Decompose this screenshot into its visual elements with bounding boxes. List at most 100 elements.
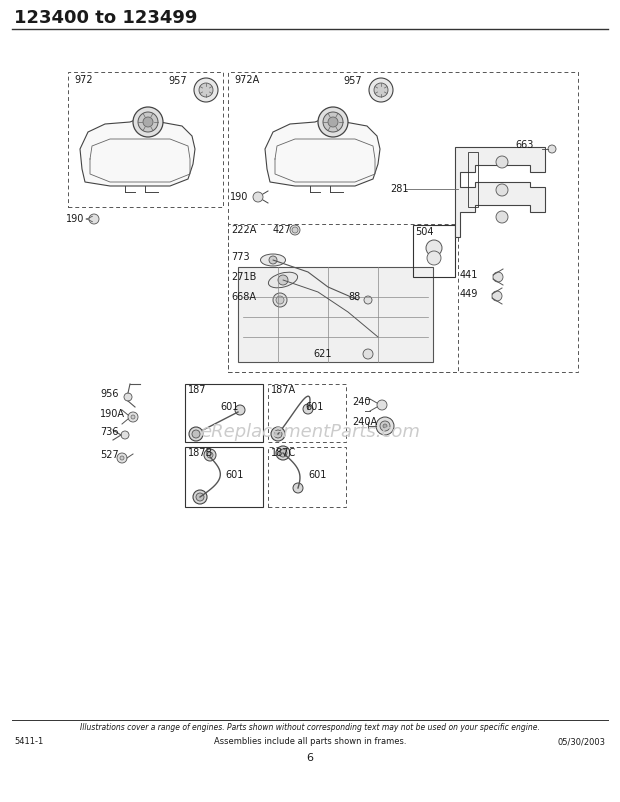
Text: eReplacementParts.com: eReplacementParts.com [200, 423, 420, 441]
Text: 668A: 668A [231, 292, 256, 302]
Bar [185, 447, 263, 507]
Circle shape [124, 393, 132, 401]
Bar [268, 447, 346, 507]
Ellipse shape [268, 272, 298, 288]
Circle shape [269, 256, 277, 264]
Text: 601: 601 [225, 470, 244, 480]
Bar [413, 225, 455, 277]
Bar [468, 152, 478, 207]
Text: 5411-1: 5411-1 [14, 738, 43, 747]
Text: 441: 441 [460, 270, 479, 280]
Circle shape [496, 156, 508, 168]
Text: 187B: 187B [188, 448, 213, 458]
Text: 427: 427 [273, 225, 291, 235]
Text: 972A: 972A [234, 75, 259, 85]
Circle shape [196, 493, 204, 501]
Text: 957: 957 [168, 76, 187, 86]
Text: 449: 449 [460, 289, 479, 299]
Bar [238, 267, 433, 362]
Circle shape [133, 107, 163, 137]
Text: 957: 957 [343, 76, 361, 86]
Text: 271B: 271B [231, 272, 257, 282]
Text: 187A: 187A [271, 385, 296, 395]
Text: 187C: 187C [271, 448, 296, 458]
Circle shape [303, 404, 313, 414]
Circle shape [253, 192, 263, 202]
Circle shape [194, 78, 218, 102]
Polygon shape [265, 116, 380, 186]
Text: 88: 88 [348, 292, 360, 302]
Text: 187: 187 [188, 385, 206, 395]
Circle shape [199, 83, 213, 97]
Circle shape [189, 427, 203, 441]
Circle shape [235, 405, 245, 415]
Text: 190A: 190A [100, 409, 125, 419]
Text: 972: 972 [74, 75, 92, 85]
Circle shape [376, 417, 394, 435]
Circle shape [292, 227, 298, 233]
Text: 601: 601 [305, 402, 324, 412]
Polygon shape [455, 147, 545, 237]
Circle shape [377, 400, 387, 410]
Circle shape [293, 483, 303, 493]
Text: 05/30/2003: 05/30/2003 [558, 738, 606, 747]
Circle shape [279, 449, 287, 457]
Circle shape [121, 431, 129, 439]
Text: 956: 956 [100, 389, 118, 399]
Circle shape [278, 275, 288, 285]
Circle shape [193, 490, 207, 504]
Circle shape [290, 225, 300, 235]
Text: Illustrations cover a range of engines. Parts shown without corresponding text m: Illustrations cover a range of engines. … [80, 723, 540, 732]
Circle shape [117, 453, 127, 463]
Circle shape [274, 430, 282, 438]
Ellipse shape [260, 254, 285, 266]
Circle shape [273, 293, 287, 307]
Text: 6: 6 [306, 753, 314, 763]
Text: 504: 504 [415, 227, 433, 237]
Text: 281: 281 [390, 184, 409, 194]
Text: Assemblies include all parts shown in frames.: Assemblies include all parts shown in fr… [214, 738, 406, 747]
Circle shape [128, 412, 138, 422]
Circle shape [89, 214, 99, 224]
Text: 527: 527 [100, 450, 119, 460]
Text: 601: 601 [220, 402, 238, 412]
Circle shape [271, 427, 285, 441]
Bar [228, 72, 578, 372]
Circle shape [369, 78, 393, 102]
Circle shape [492, 291, 502, 301]
Bar [228, 224, 458, 372]
Text: 240: 240 [352, 397, 371, 407]
Circle shape [363, 349, 373, 359]
Circle shape [276, 446, 290, 460]
Text: 240A: 240A [352, 417, 377, 427]
Circle shape [328, 117, 338, 127]
Text: 123400 to 123499: 123400 to 123499 [14, 9, 197, 27]
Text: 736: 736 [100, 427, 118, 437]
Circle shape [493, 272, 503, 282]
Bar [68, 72, 223, 207]
Text: 222A: 222A [231, 225, 257, 235]
Text: 621: 621 [313, 349, 332, 359]
Circle shape [138, 112, 158, 132]
Text: 601: 601 [308, 470, 326, 480]
Circle shape [426, 240, 442, 256]
Circle shape [364, 296, 372, 304]
Circle shape [207, 452, 213, 458]
Circle shape [276, 296, 284, 304]
Circle shape [383, 424, 387, 428]
Circle shape [548, 145, 556, 153]
Circle shape [131, 415, 135, 419]
Text: 663: 663 [515, 140, 533, 150]
Bar [268, 384, 346, 442]
Text: 190: 190 [230, 192, 249, 202]
Circle shape [496, 211, 508, 223]
Circle shape [192, 430, 200, 438]
Polygon shape [80, 116, 195, 186]
Circle shape [374, 83, 388, 97]
Circle shape [318, 107, 348, 137]
Text: 773: 773 [231, 252, 250, 262]
Circle shape [380, 421, 390, 431]
Circle shape [204, 449, 216, 461]
Bar [185, 384, 263, 442]
Circle shape [120, 456, 124, 460]
